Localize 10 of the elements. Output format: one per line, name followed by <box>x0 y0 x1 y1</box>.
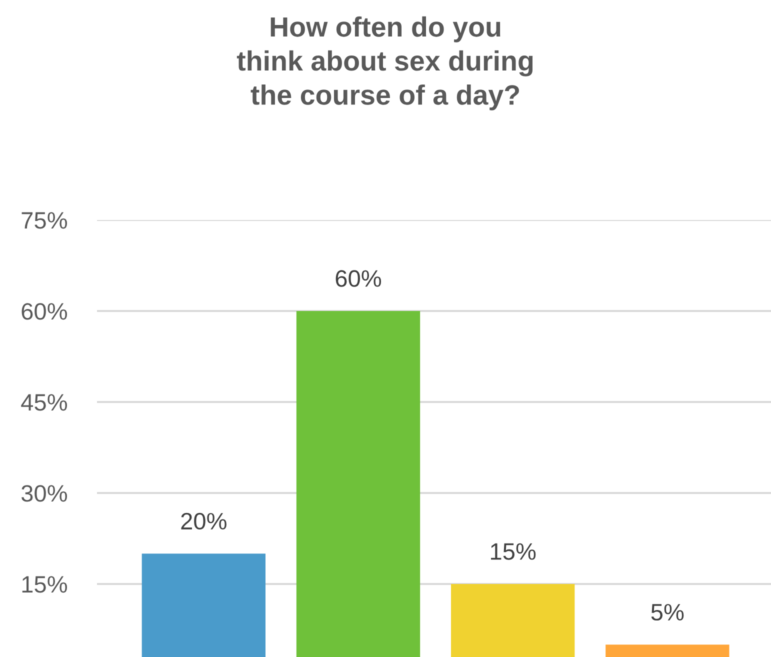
y-tick-label: 60% <box>22 303 67 320</box>
y-tick-label: 15% <box>22 576 67 593</box>
data-label: 60% <box>336 270 382 287</box>
y-tick-label: 75% <box>22 212 67 229</box>
chart-title: How often do you think about sex during the course of a day? <box>236 16 533 110</box>
data-label: 5% <box>651 604 684 621</box>
data-label: 15% <box>491 543 536 560</box>
data-label: 20% <box>181 512 226 530</box>
y-tick-label: 45% <box>21 394 67 411</box>
y-tick-label: 30% <box>21 485 67 502</box>
